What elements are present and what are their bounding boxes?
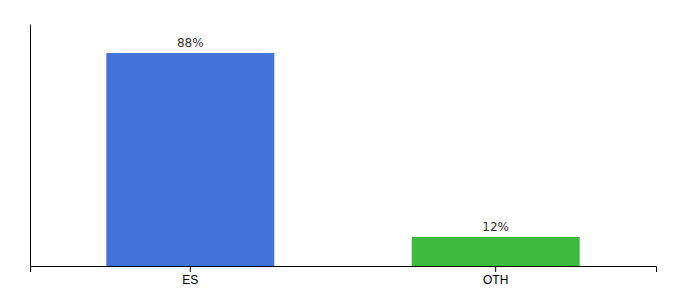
x-tick: OTH	[483, 266, 508, 287]
x-tick-label: OTH	[483, 273, 508, 287]
x-axis: ES OTH	[31, 266, 657, 287]
plot-area: ES OTH 88% 12%	[31, 25, 657, 287]
bars	[106, 53, 579, 266]
data-label: 12%	[482, 220, 509, 234]
y-axis-line	[30, 25, 31, 267]
y-axis	[30, 25, 31, 267]
data-label: 88%	[177, 36, 204, 50]
data-labels: 88% 12%	[177, 36, 509, 234]
bar	[412, 237, 580, 266]
chart: ES OTH 88% 12%	[0, 0, 680, 300]
x-tick: ES	[182, 266, 198, 287]
x-tick-mark	[495, 266, 496, 272]
x-tick-label: ES	[182, 273, 198, 287]
x-axis-line	[31, 267, 657, 273]
bar	[106, 53, 274, 266]
x-tick-mark	[190, 266, 191, 272]
